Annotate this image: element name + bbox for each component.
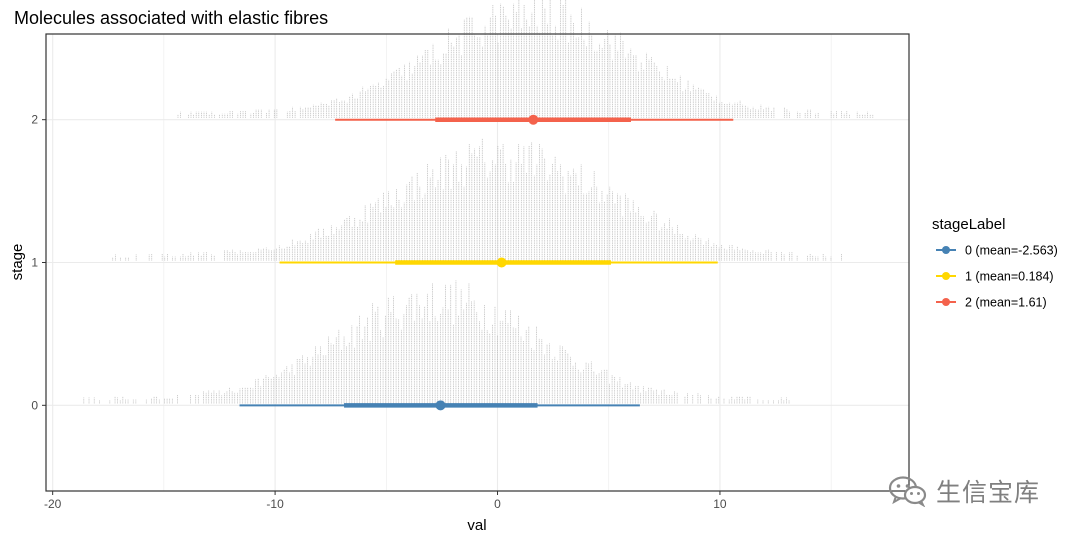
mean-point: [528, 114, 539, 125]
y-axis-title: stage: [9, 244, 26, 281]
legend: stageLabel 0 (mean=-2.563) 1 (mean=0.184)…: [932, 216, 1058, 310]
y-tick-label: 2: [31, 113, 38, 127]
wechat-icon: [888, 476, 927, 507]
legend-item: 0 (mean=-2.563): [936, 244, 1058, 258]
mean-point: [496, 257, 507, 268]
interval-stage-1: [279, 257, 718, 268]
dots-stage-0: [83, 280, 790, 404]
legend-label: 1 (mean=0.184): [965, 270, 1054, 284]
legend-label: 0 (mean=-2.563): [965, 244, 1058, 258]
legend-key-point: [942, 298, 950, 306]
watermark: 生信宝库: [888, 474, 1040, 508]
chart-title: Molecules associated with elastic fibres: [14, 8, 328, 28]
x-tick-label: 10: [713, 497, 727, 511]
interval-stage-0: [239, 400, 640, 411]
legend-key-point: [942, 246, 950, 254]
legend-key-point: [942, 272, 950, 280]
x-tick-label: 0: [494, 497, 501, 511]
dots-stage-1: [112, 138, 842, 261]
interval-stage-2: [335, 114, 734, 125]
legend-item: 2 (mean=1.61): [936, 296, 1047, 310]
plot-area: -20 -10 0 10 0 1 2: [31, 0, 910, 511]
x-tick-label: -20: [44, 497, 62, 511]
dots-stage-2: [177, 0, 874, 118]
watermark-text: 生信宝库: [936, 478, 1041, 507]
legend-title: stageLabel: [932, 216, 1005, 233]
x-tick-label: -10: [266, 497, 284, 511]
y-tick-label: 0: [31, 398, 38, 412]
y-tick-label: 1: [31, 256, 38, 270]
x-axis-title: val: [467, 517, 486, 534]
mean-point: [435, 400, 446, 411]
legend-label: 2 (mean=1.61): [965, 296, 1047, 310]
legend-item: 1 (mean=0.184): [936, 270, 1054, 284]
